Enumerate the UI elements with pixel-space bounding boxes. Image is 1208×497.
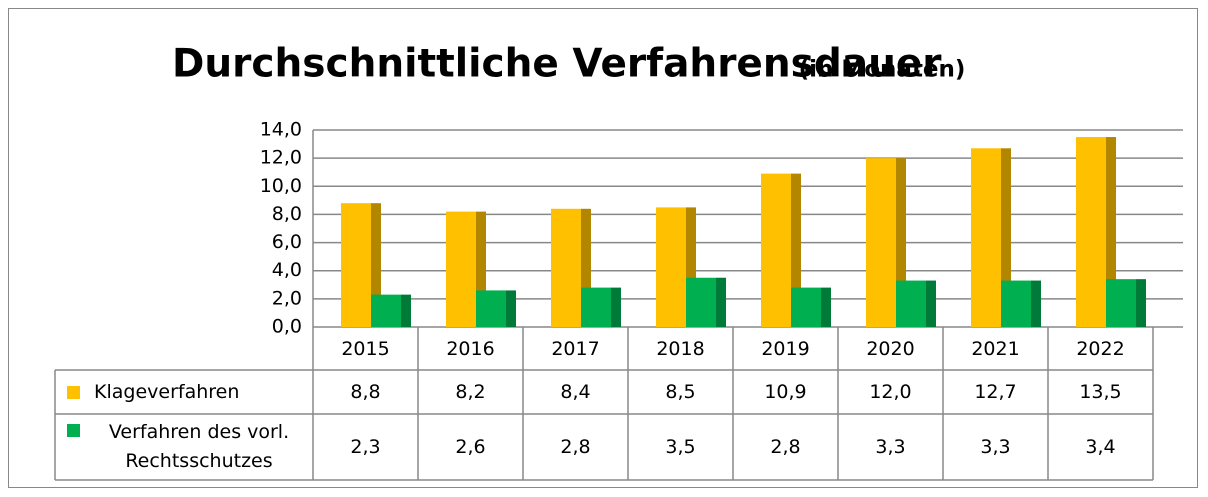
bar	[896, 280, 926, 327]
chart-title: Durchschnittliche Verfahrensdauer	[172, 42, 942, 87]
y-tick-label: 14,0	[260, 119, 302, 141]
bar-side	[506, 290, 516, 327]
table-value: 3,3	[875, 436, 906, 458]
table-value: 3,5	[665, 436, 696, 458]
bar	[446, 211, 476, 327]
table-value: 3,4	[1085, 436, 1116, 458]
bar	[656, 207, 686, 327]
bar-side	[371, 203, 381, 327]
table-value: 8,2	[455, 381, 486, 403]
category-label: 2022	[1076, 337, 1125, 360]
bar	[581, 287, 611, 327]
category-label: 2019	[761, 337, 810, 360]
legend-swatch	[67, 424, 80, 437]
legend-entry: Klageverfahren	[55, 370, 313, 414]
y-tick-label: 12,0	[260, 147, 302, 169]
y-tick-label: 8,0	[272, 203, 302, 225]
bar-side	[1001, 148, 1011, 327]
y-tick-label: 6,0	[272, 231, 302, 253]
bar	[686, 277, 716, 327]
bar-side	[581, 208, 591, 327]
legend-entry: Verfahren des vorl. Rechtsschutzes	[55, 414, 313, 480]
category-label: 2020	[866, 337, 915, 360]
table-value: 13,5	[1079, 381, 1122, 403]
chart-subtitle: (in Monaten)	[799, 57, 966, 83]
bar-side	[821, 287, 831, 327]
table-value: 12,0	[869, 381, 912, 403]
bar-side	[611, 287, 621, 327]
bar	[551, 208, 581, 327]
table-value: 10,9	[764, 381, 807, 403]
table-value: 2,3	[350, 436, 381, 458]
category-label: 2016	[446, 337, 495, 360]
bar	[866, 158, 896, 327]
bar-side	[791, 173, 801, 327]
y-tick-label: 10,0	[260, 175, 302, 197]
bar-side	[686, 207, 696, 327]
bar	[476, 290, 506, 327]
category-label: 2021	[971, 337, 1020, 360]
table-value: 2,8	[560, 436, 591, 458]
bar-side	[716, 277, 726, 327]
legend-swatch	[67, 385, 80, 399]
y-tick-label: 2,0	[272, 287, 302, 309]
table-value: 3,3	[980, 436, 1011, 458]
y-tick-label: 0,0	[272, 316, 302, 338]
bar-side	[926, 280, 936, 327]
bar-side	[401, 294, 411, 327]
bar	[371, 294, 401, 327]
table-value: 8,4	[560, 381, 591, 403]
bar-side	[1136, 279, 1146, 327]
table-value: 12,7	[974, 381, 1017, 403]
legend-label: Klageverfahren	[94, 380, 240, 403]
bar-side	[896, 158, 906, 327]
frame	[8, 8, 1198, 488]
table-value: 8,5	[665, 381, 696, 403]
table-value: 8,8	[350, 381, 381, 403]
bar-side	[1106, 137, 1116, 327]
bar	[791, 287, 821, 327]
table-value: 2,8	[770, 436, 801, 458]
category-label: 2017	[551, 337, 600, 360]
y-tick-label: 4,0	[272, 259, 302, 281]
bar	[971, 148, 1001, 327]
bar-side	[476, 211, 486, 327]
bar	[341, 203, 371, 327]
bar	[1001, 280, 1031, 327]
bar	[1076, 137, 1106, 327]
bar	[1106, 279, 1136, 327]
bar	[761, 173, 791, 327]
category-label: 2018	[656, 337, 705, 360]
legend-label: Verfahren des vorl. Rechtsschutzes	[108, 421, 290, 472]
bar-side	[1031, 280, 1041, 327]
table-value: 2,6	[455, 436, 486, 458]
category-label: 2015	[341, 337, 390, 360]
